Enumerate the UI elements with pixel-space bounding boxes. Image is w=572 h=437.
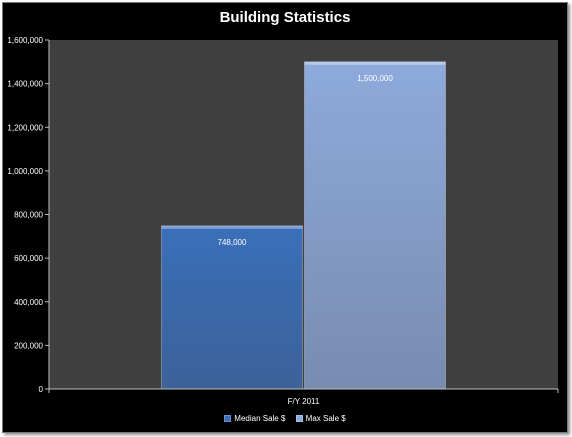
bar-highlight: [161, 225, 303, 229]
legend-label-max: Max Sale $: [305, 414, 346, 423]
bar-chart: 0 200,000 400,000 600,000 800,000 1,000,000 1,…: [7, 36, 559, 406]
y-tick-label: 600,000: [14, 254, 43, 263]
plot-area: [49, 40, 558, 389]
y-tick-label: 200,000: [14, 341, 43, 350]
chart-title: Building Statistics: [219, 9, 351, 26]
data-label-series-0: 748,000: [218, 238, 247, 247]
x-tick-label: F/Y 2011: [288, 397, 320, 406]
legend: Median Sale $ Max Sale $: [3, 414, 567, 423]
x-axis: F/Y 2011: [48, 388, 559, 406]
y-tick-label: 1,200,000: [7, 123, 43, 132]
y-tick-label: 1,000,000: [7, 167, 43, 176]
data-label-series-1: 1,500,000: [357, 74, 393, 83]
bar-series-1: [304, 61, 446, 390]
legend-swatch-median: [224, 415, 232, 423]
y-tick-label: 400,000: [14, 298, 43, 307]
y-tick-label: 0: [39, 385, 44, 394]
y-tick-label: 1,600,000: [7, 36, 43, 45]
legend-label-median: Median Sale $: [234, 414, 286, 423]
y-tick-label: 1,400,000: [7, 80, 43, 89]
y-tick-label: 800,000: [14, 211, 43, 220]
chart-frame: Building Statistics 0 200,000 400,000 600,0…: [2, 2, 568, 433]
y-axis: 0 200,000 400,000 600,000 800,000 1,000,000 1,…: [7, 36, 50, 394]
bar-series-0: [161, 225, 303, 390]
bar-highlight: [304, 61, 446, 65]
legend-item-median: Median Sale $: [224, 414, 285, 423]
legend-item-max: Max Sale $: [295, 414, 346, 423]
bars: 748,000 1,500,000: [161, 61, 446, 390]
legend-swatch-max: [295, 415, 303, 423]
